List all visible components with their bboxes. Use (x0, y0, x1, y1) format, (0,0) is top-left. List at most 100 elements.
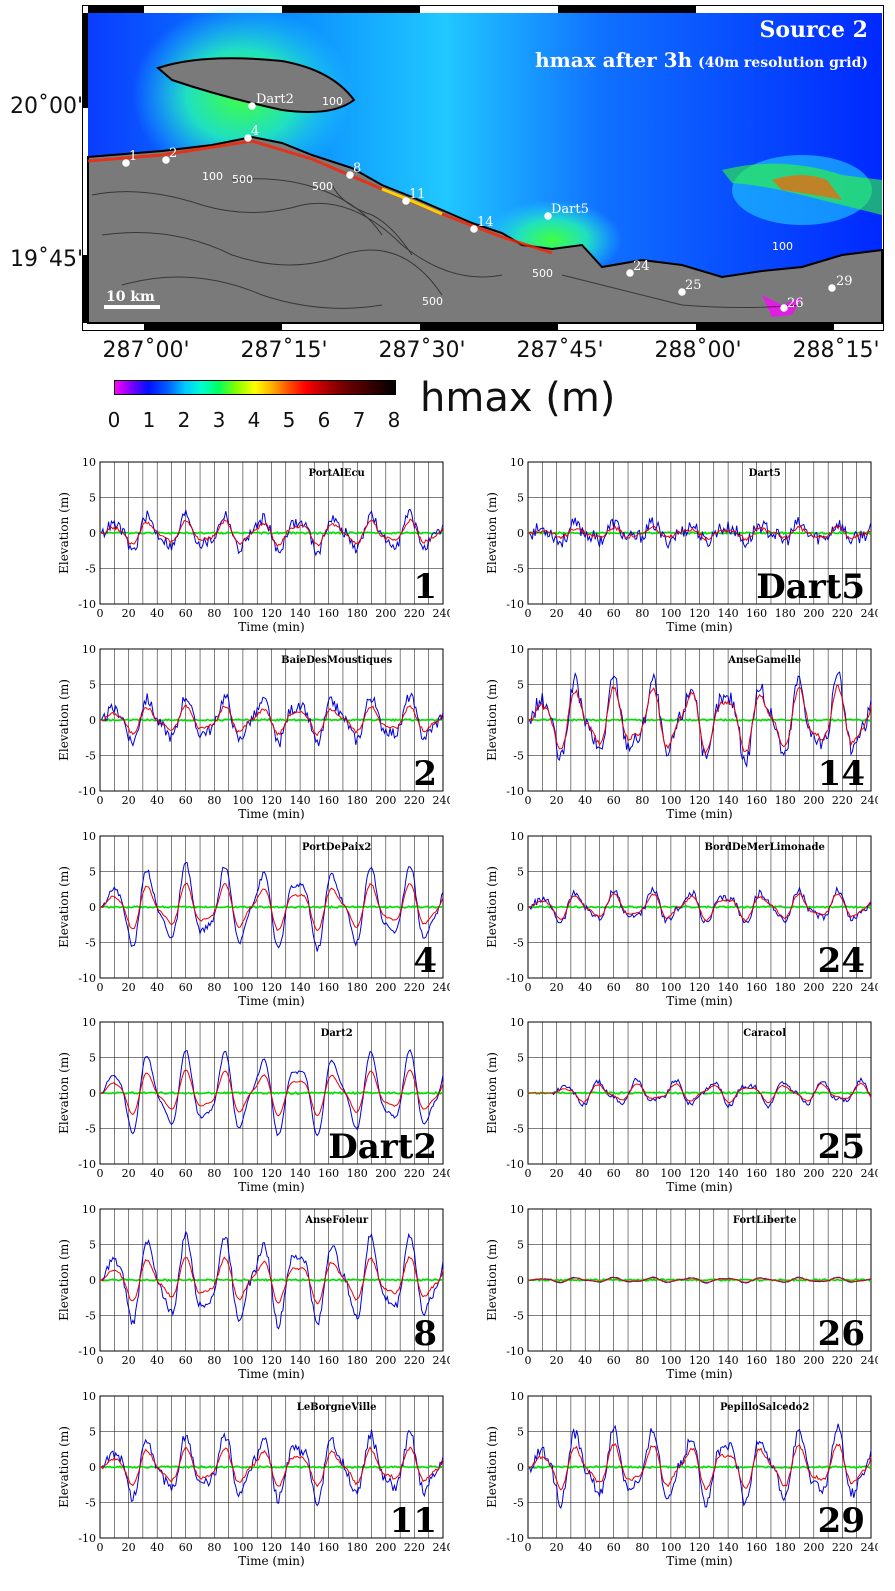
x-tick-label: 0 (525, 607, 532, 620)
station-label: 25 (685, 278, 702, 293)
y-tick-label: -10 (506, 1345, 524, 1358)
x-tick-label: 120 (689, 607, 710, 620)
x-tick-label: 180 (347, 1541, 368, 1554)
x-tick-label: 60 (179, 607, 193, 620)
station-number: 29 (818, 1501, 865, 1541)
x-tick-label: 120 (261, 794, 282, 807)
x-tick-label: 60 (179, 1354, 193, 1367)
chart-svg: 0 20 40 60 80 100 120 140 160 180 200 220 240 10 5 0 -5 -… (57, 645, 451, 821)
scale-bar (104, 305, 160, 309)
x-tick-label: 40 (150, 981, 164, 994)
x-tick-label: 180 (775, 981, 796, 994)
map-x-axis: 287˚00' 287˚15' 287˚30' 287˚45' 288˚00' … (0, 338, 895, 368)
x-tick-label: 200 (803, 607, 824, 620)
chart-svg: 0 20 40 60 80 100 120 140 160 180 200 220 240 10 5 0 -5 -… (485, 645, 879, 821)
station-label: 11 (409, 187, 426, 202)
x-tick-label: 20 (550, 1541, 564, 1554)
x-tick-label: 0 (525, 1167, 532, 1180)
x-tick-label: 80 (635, 794, 649, 807)
x-axis-label: Time (min) (666, 1367, 732, 1381)
y-tick-label: -5 (513, 563, 524, 576)
map-x-tick: 287˚30' (378, 338, 466, 363)
x-axis-label: Time (min) (666, 1554, 732, 1568)
y-tick-label: 0 (89, 1087, 96, 1100)
x-tick-label: 60 (607, 1354, 621, 1367)
x-tick-label: 80 (635, 1354, 649, 1367)
y-tick-label: 10 (510, 1018, 524, 1029)
x-tick-label: 80 (635, 607, 649, 620)
blue-series-line (528, 1076, 872, 1110)
contour-label: 100 (202, 170, 223, 183)
contour-label: 500 (532, 267, 553, 280)
x-tick-label: 200 (375, 1541, 396, 1554)
station-title: AnseGamelle (727, 655, 801, 666)
x-tick-label: 40 (578, 1354, 592, 1367)
chart-svg: 0 20 40 60 80 100 120 140 160 180 200 220 240 10 5 0 -5 -… (57, 458, 451, 634)
x-tick-label: 120 (689, 794, 710, 807)
contour-label: 500 (312, 180, 333, 193)
y-tick-label: -5 (85, 1310, 96, 1323)
y-tick-label: 0 (89, 714, 96, 727)
x-tick-label: 100 (232, 794, 253, 807)
station-title: LeBorgneVille (297, 1402, 377, 1413)
timeseries-chart: 0 20 40 60 80 100 120 140 160 180 200 220 240 10 5 0 -5 -… (438, 1205, 878, 1387)
map-station-labels: 1 2 Dart2 4 8 11 14 Dart5 24 25 26 29 (129, 92, 853, 311)
x-tick-label: 240 (861, 794, 879, 807)
y-tick-label: 10 (510, 458, 524, 469)
x-tick-label: 240 (433, 794, 451, 807)
x-tick-label: 100 (660, 1354, 681, 1367)
contour-label: 500 (422, 295, 443, 308)
colorbar-tick: 5 (282, 408, 296, 432)
station-number: Dart5 (756, 567, 865, 607)
station-label: 8 (353, 161, 361, 176)
map-y-tick: 19˚45' (10, 247, 84, 272)
timeseries-chart: 0 20 40 60 80 100 120 140 160 180 200 220 240 10 5 0 -5 -… (10, 832, 450, 1014)
y-tick-label: 5 (89, 679, 96, 692)
x-axis-label: Time (min) (238, 807, 304, 821)
y-tick-label: -5 (85, 1497, 96, 1510)
timeseries-chart: 0 20 40 60 80 100 120 140 160 180 200 220 240 10 5 0 -5 -… (438, 645, 878, 827)
x-tick-label: 200 (375, 1354, 396, 1367)
map-frame-ticks (82, 5, 834, 331)
x-tick-label: 160 (746, 981, 767, 994)
station-label: 26 (787, 296, 804, 311)
x-tick-label: 20 (550, 981, 564, 994)
station-number: 11 (390, 1501, 437, 1541)
x-tick-label: 100 (232, 1541, 253, 1554)
x-tick-label: 140 (718, 794, 739, 807)
y-tick-label: 5 (89, 492, 96, 505)
y-tick-label: 10 (82, 1018, 96, 1029)
station-label: 29 (836, 274, 853, 289)
colorbar-tick: 2 (177, 408, 191, 432)
y-tick-label: 0 (517, 527, 524, 540)
contour-label: 100 (772, 240, 793, 253)
x-tick-label: 0 (97, 607, 104, 620)
x-tick-label: 20 (122, 1354, 136, 1367)
x-tick-label: 20 (550, 607, 564, 620)
y-tick-label: -10 (78, 972, 96, 985)
station-title: AnseFoleur (304, 1215, 369, 1226)
x-tick-label: 140 (290, 1167, 311, 1180)
x-tick-label: 200 (375, 1167, 396, 1180)
chart-svg: 0 20 40 60 80 100 120 140 160 180 200 220 240 10 5 0 -5 -… (485, 458, 878, 634)
x-tick-label: 200 (803, 1167, 824, 1180)
x-axis-label: Time (min) (238, 1367, 304, 1381)
x-tick-label: 200 (803, 1354, 824, 1367)
map-x-tick: 288˚00' (654, 338, 742, 363)
red-series-line (100, 1445, 444, 1488)
x-tick-label: 240 (861, 981, 879, 994)
y-tick-label: 5 (517, 866, 524, 879)
x-tick-label: 100 (660, 794, 681, 807)
y-tick-label: -10 (78, 785, 96, 798)
y-tick-label: -10 (506, 598, 524, 611)
x-tick-label: 100 (660, 1167, 681, 1180)
station-title: PortDePaix2 (302, 842, 371, 853)
x-tick-label: 240 (861, 1541, 879, 1554)
station-title: PortAlEcu (308, 468, 364, 479)
x-tick-label: 60 (607, 794, 621, 807)
x-tick-label: 160 (746, 1167, 767, 1180)
station-number: Dart2 (328, 1127, 437, 1167)
x-tick-label: 240 (433, 607, 451, 620)
station-title: BordDeMerLimonade (705, 842, 825, 853)
y-tick-label: 10 (510, 1392, 524, 1403)
